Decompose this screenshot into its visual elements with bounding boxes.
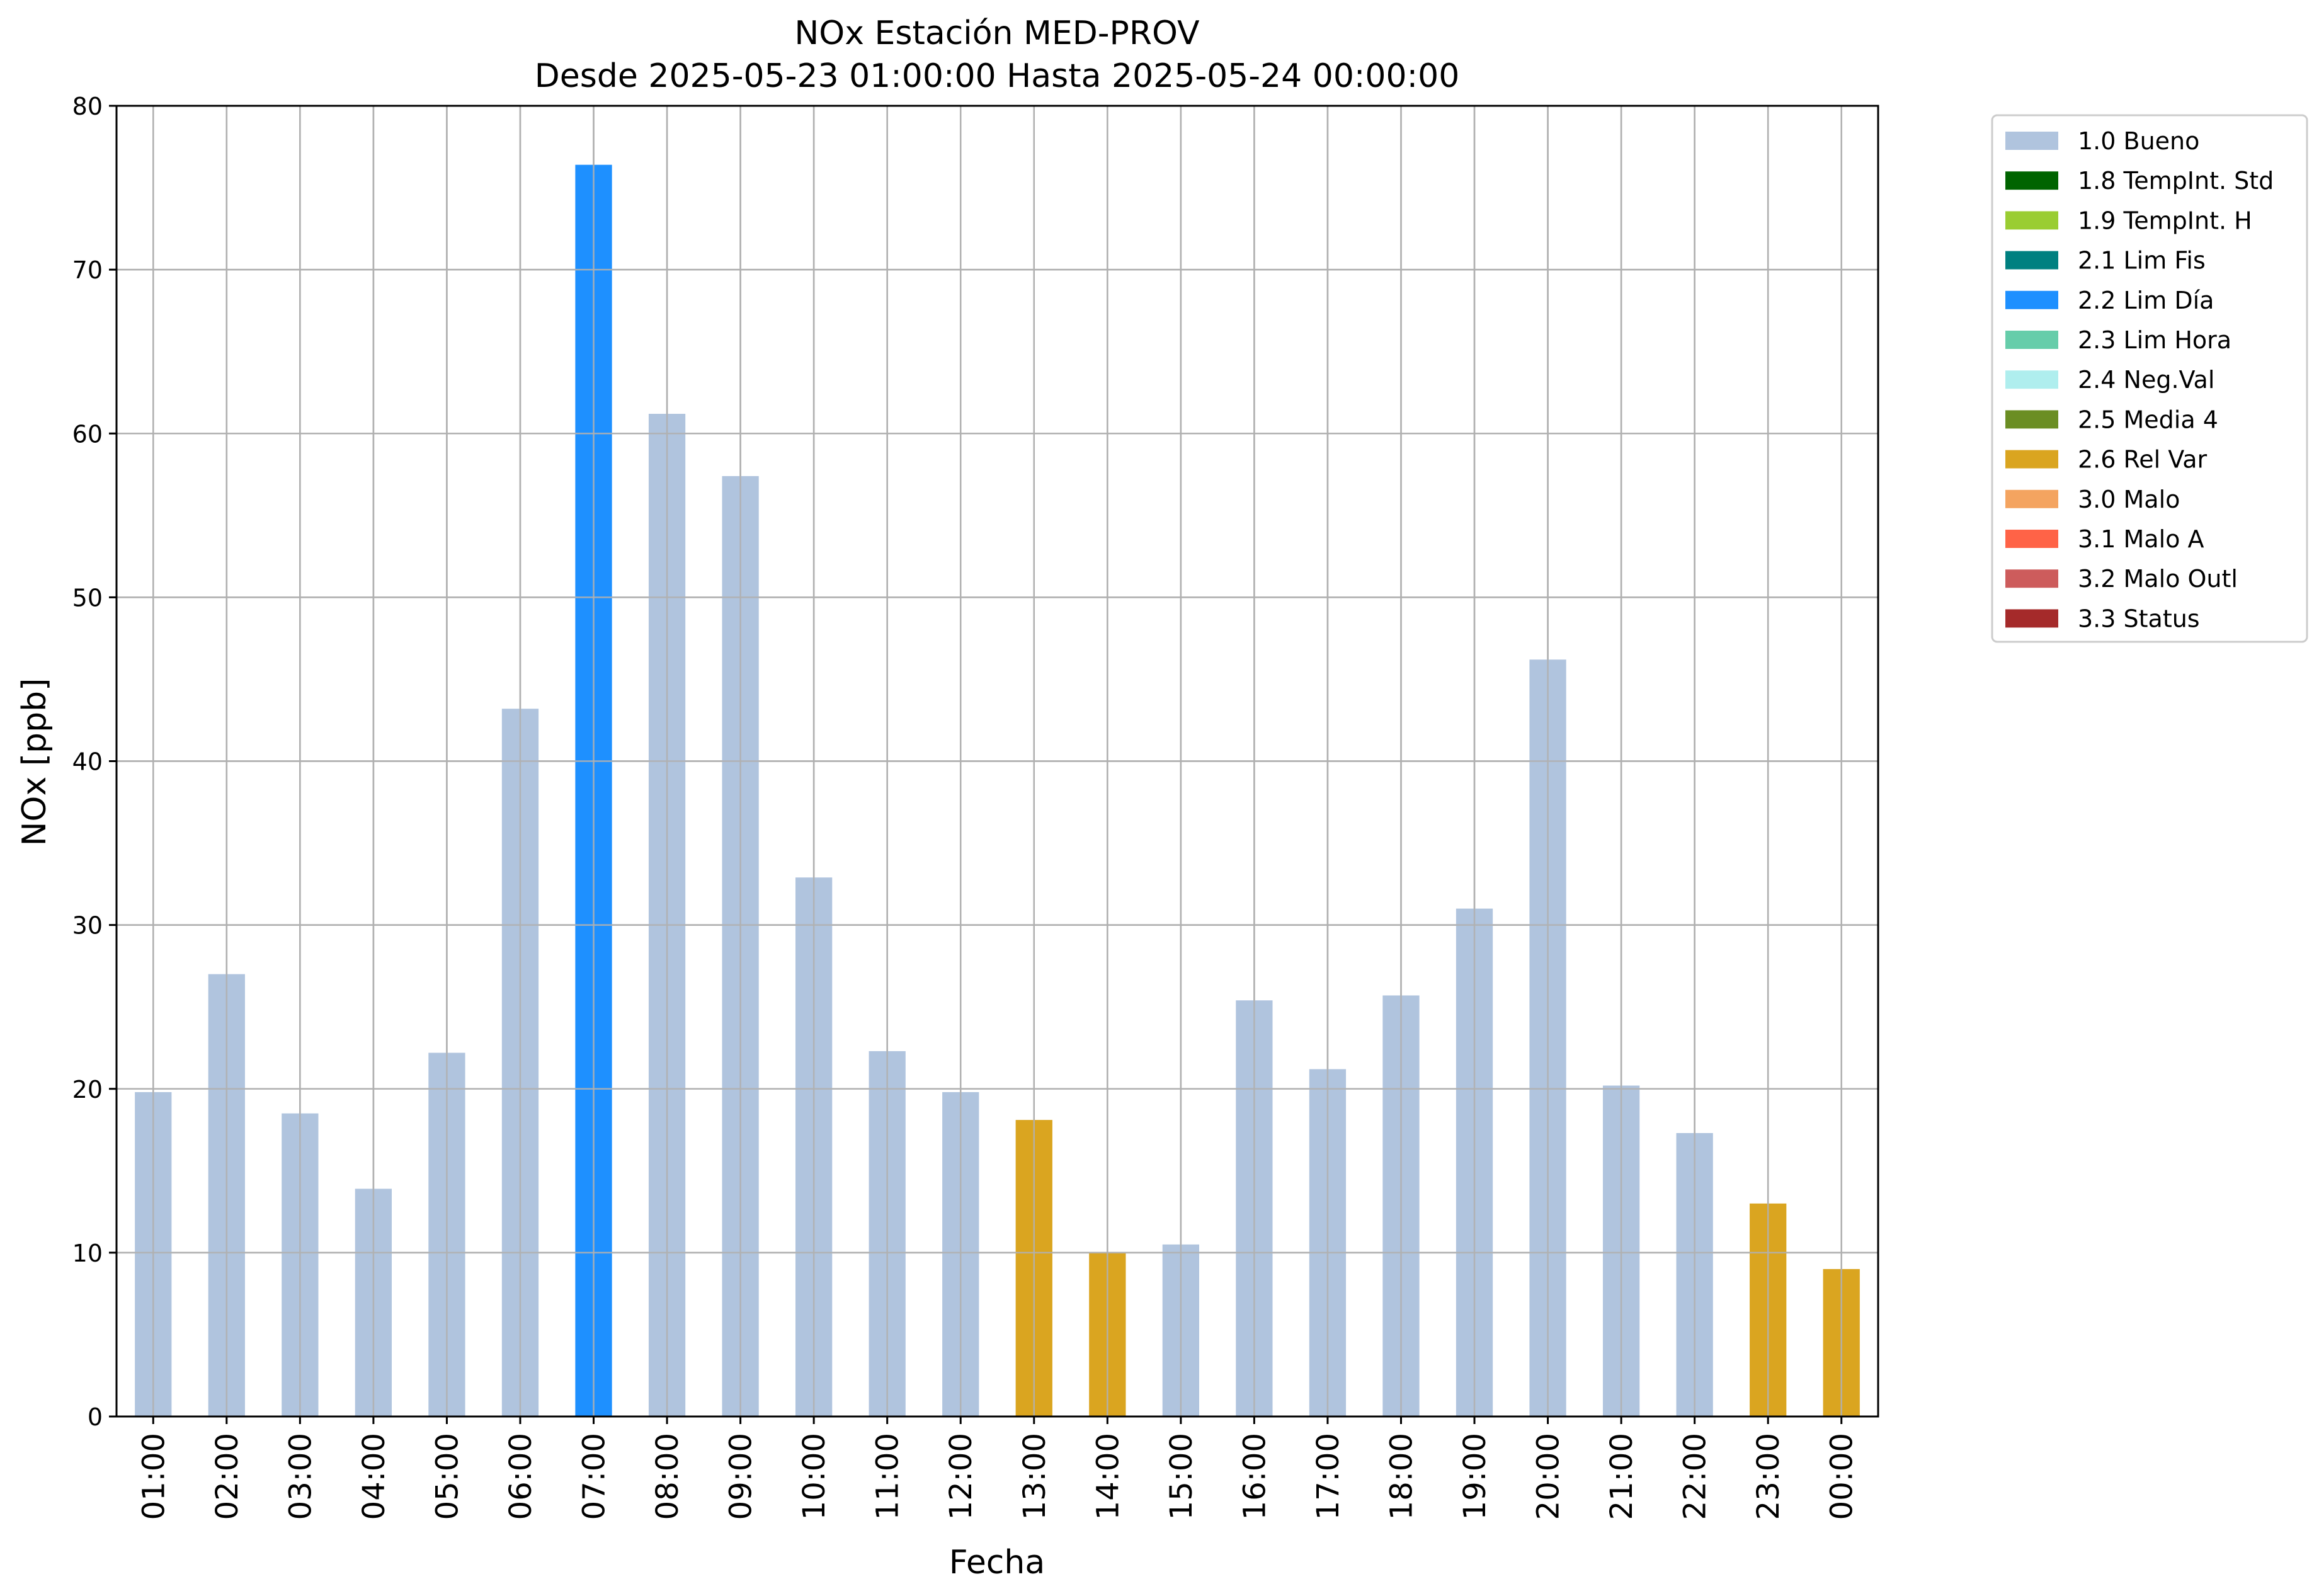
legend-swatch <box>2005 171 2058 190</box>
legend-swatch <box>2005 489 2058 508</box>
legend-label: 1.0 Bueno <box>2078 127 2199 155</box>
x-tick-label: 01:00 <box>136 1433 171 1520</box>
x-tick-label: 17:00 <box>1311 1433 1346 1520</box>
legend-swatch <box>2005 569 2058 588</box>
legend-label: 2.5 Media 4 <box>2078 406 2218 433</box>
x-tick-label: 06:00 <box>503 1433 538 1520</box>
y-tick-label: 20 <box>72 1076 103 1103</box>
x-tick-label: 19:00 <box>1457 1433 1493 1520</box>
legend: 1.0 Bueno 1.8 TempInt. Std 1.9 TempInt. H 2… <box>1991 114 2308 643</box>
legend-label: 3.0 Malo <box>2078 486 2180 513</box>
x-tick-label: 21:00 <box>1604 1433 1639 1520</box>
y-tick-label: 70 <box>72 256 103 284</box>
legend-swatch <box>2005 370 2058 389</box>
y-tick-label: 10 <box>72 1240 103 1267</box>
x-tick-label: 07:00 <box>577 1433 612 1520</box>
x-tick-label: 14:00 <box>1090 1433 1125 1520</box>
legend-label: 3.1 Malo A <box>2078 525 2204 553</box>
x-tick-label: 00:00 <box>1825 1433 1860 1520</box>
legend-swatch <box>2005 251 2058 270</box>
x-tick-label: 20:00 <box>1531 1433 1566 1520</box>
x-tick-label: 08:00 <box>650 1433 685 1520</box>
y-tick-label: 30 <box>72 912 103 940</box>
legend-label: 3.2 Malo Outl <box>2078 565 2238 593</box>
y-tick-label: 60 <box>72 420 103 448</box>
x-tick-label: 22:00 <box>1678 1433 1713 1520</box>
x-tick-label: 09:00 <box>724 1433 759 1520</box>
x-tick-label: 11:00 <box>870 1433 906 1520</box>
y-ticks: 0 10 20 30 40 50 60 70 80 <box>72 93 117 1431</box>
legend-frame <box>1991 114 2308 643</box>
x-tick-label: 16:00 <box>1237 1433 1272 1520</box>
chart-title: NOx Estación MED-PROV <box>794 14 1200 52</box>
legend-swatch <box>2005 132 2058 150</box>
legend-swatch <box>2005 450 2058 469</box>
y-axis-label: NOx [ppb] <box>16 678 54 846</box>
x-tick-label: 15:00 <box>1164 1433 1199 1520</box>
x-tick-label: 02:00 <box>210 1433 245 1520</box>
legend-label: 3.3 Status <box>2078 605 2200 632</box>
legend-label: 1.9 TempInt. H <box>2078 207 2252 234</box>
x-tick-label: 03:00 <box>283 1433 318 1520</box>
legend-label: 2.4 Neg.Val <box>2078 366 2214 394</box>
x-tick-label: 12:00 <box>943 1433 979 1520</box>
x-tick-label: 23:00 <box>1751 1433 1786 1520</box>
bars <box>117 105 1878 1418</box>
legend-swatch <box>2005 410 2058 429</box>
legend-swatch <box>2005 331 2058 349</box>
x-tick-label: 04:00 <box>356 1433 392 1520</box>
legend-swatch <box>2005 211 2058 230</box>
legend-swatch <box>2005 609 2058 628</box>
legend-swatch <box>2005 290 2058 309</box>
legend-label: 2.3 Lim Hora <box>2078 326 2231 354</box>
x-ticks: 01:00 02:00 03:00 04:00 05:00 06:00 07:00 08:00… <box>136 1416 1860 1520</box>
x-axis-label: Fecha <box>949 1544 1045 1582</box>
legend-label: 2.1 Lim Fis <box>2078 247 2206 275</box>
x-tick-label: 05:00 <box>430 1433 465 1520</box>
y-tick-label: 80 <box>72 93 103 120</box>
x-tick-label: 10:00 <box>797 1433 832 1520</box>
y-tick-label: 0 <box>88 1403 103 1431</box>
x-tick-label: 18:00 <box>1384 1433 1419 1520</box>
legend-swatch <box>2005 530 2058 548</box>
x-tick-label: 13:00 <box>1017 1433 1052 1520</box>
legend-label: 2.6 Rel Var <box>2078 446 2208 474</box>
y-tick-label: 50 <box>72 584 103 612</box>
y-tick-label: 40 <box>72 748 103 776</box>
chart-subtitle: Desde 2025-05-23 01:00:00 Hasta 2025-05-… <box>535 57 1460 95</box>
legend-label: 1.8 TempInt. Std <box>2078 167 2274 195</box>
legend-label: 2.2 Lim Día <box>2078 287 2214 314</box>
